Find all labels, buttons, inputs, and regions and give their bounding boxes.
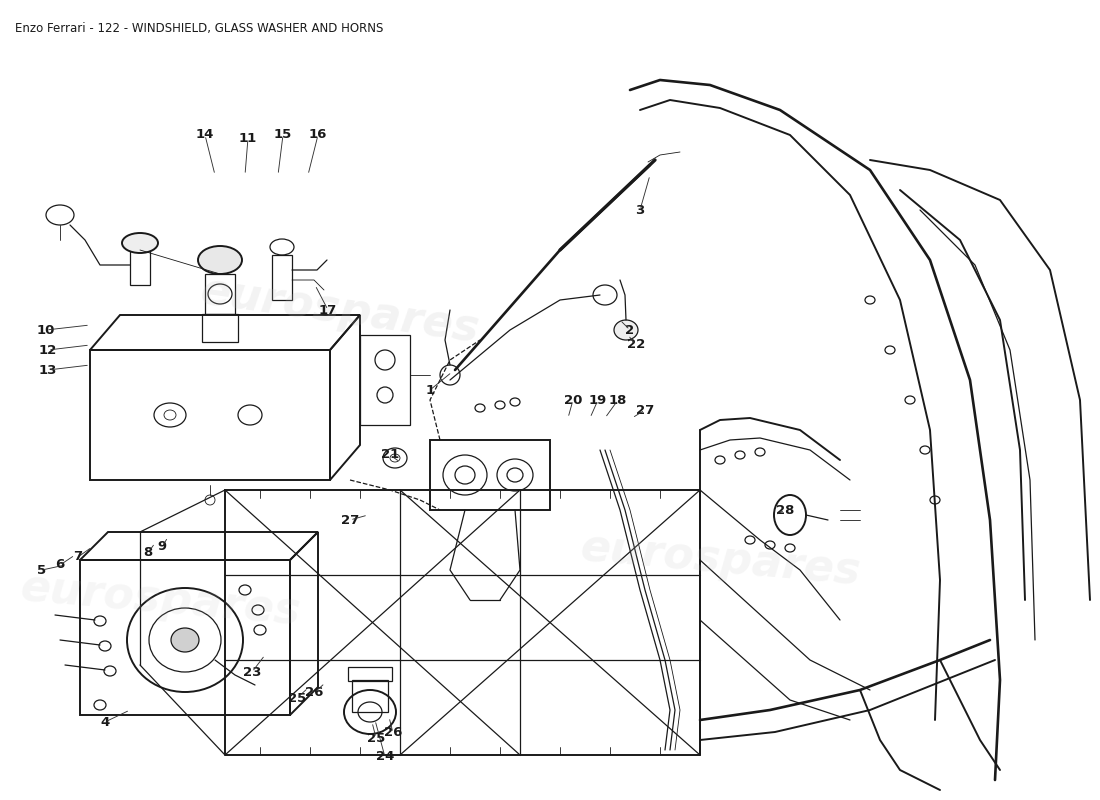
Text: 11: 11 xyxy=(239,131,257,145)
Text: eurospares: eurospares xyxy=(18,566,303,634)
Bar xyxy=(130,250,150,285)
Text: 18: 18 xyxy=(608,394,627,406)
Text: 8: 8 xyxy=(143,546,153,559)
Bar xyxy=(352,680,388,712)
Text: 21: 21 xyxy=(381,449,399,462)
Text: 26: 26 xyxy=(305,686,323,699)
Bar xyxy=(205,274,235,314)
Text: 20: 20 xyxy=(564,394,582,406)
Bar xyxy=(80,560,290,715)
Text: 25: 25 xyxy=(288,691,306,705)
Text: 23: 23 xyxy=(243,666,261,678)
Bar xyxy=(360,335,410,425)
Text: 15: 15 xyxy=(274,129,293,142)
Text: 13: 13 xyxy=(39,363,57,377)
Text: 5: 5 xyxy=(37,563,46,577)
Text: 9: 9 xyxy=(157,541,166,554)
Text: 6: 6 xyxy=(55,558,65,571)
Text: 16: 16 xyxy=(309,129,327,142)
Ellipse shape xyxy=(198,246,242,274)
Text: 2: 2 xyxy=(626,323,635,337)
Text: 7: 7 xyxy=(74,550,82,563)
Bar xyxy=(202,314,238,342)
Text: 1: 1 xyxy=(426,383,434,397)
Text: 19: 19 xyxy=(588,394,607,406)
Bar xyxy=(90,350,330,480)
Ellipse shape xyxy=(122,233,158,253)
Text: 12: 12 xyxy=(39,343,57,357)
Text: Enzo Ferrari - 122 - WINDSHIELD, GLASS WASHER AND HORNS: Enzo Ferrari - 122 - WINDSHIELD, GLASS W… xyxy=(15,22,384,35)
Text: 4: 4 xyxy=(100,715,110,729)
Bar xyxy=(430,440,550,510)
Text: 17: 17 xyxy=(319,303,337,317)
Text: 27: 27 xyxy=(341,514,359,526)
Text: 27: 27 xyxy=(636,403,654,417)
Bar xyxy=(272,255,292,300)
Text: 25: 25 xyxy=(367,731,385,745)
Bar xyxy=(348,667,392,681)
Text: 14: 14 xyxy=(196,129,214,142)
Text: eurospares: eurospares xyxy=(198,269,482,351)
Text: eurospares: eurospares xyxy=(578,526,862,594)
Text: 10: 10 xyxy=(36,323,55,337)
Text: 3: 3 xyxy=(636,203,645,217)
Ellipse shape xyxy=(614,320,638,340)
Text: 28: 28 xyxy=(776,503,794,517)
Ellipse shape xyxy=(170,628,199,652)
Text: 24: 24 xyxy=(376,750,394,763)
Text: 26: 26 xyxy=(384,726,403,739)
Text: 22: 22 xyxy=(627,338,645,351)
